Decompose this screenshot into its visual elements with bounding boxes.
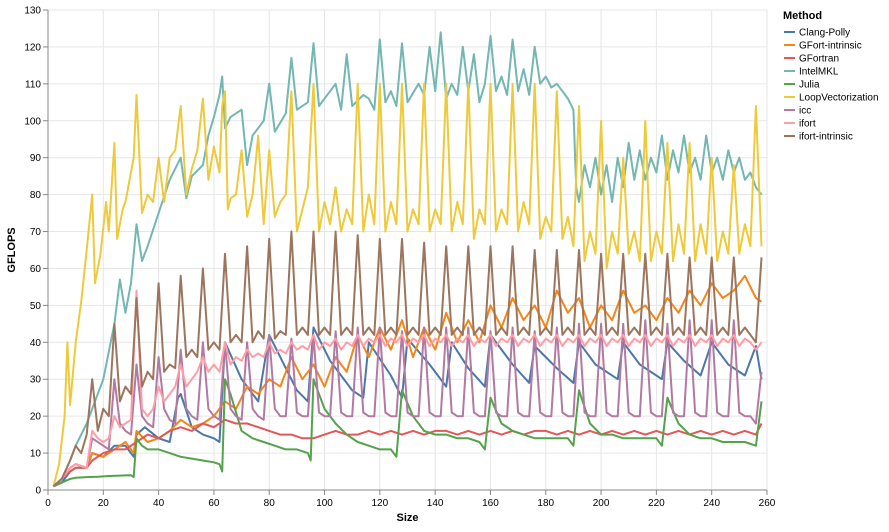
x-tick-label: 160 xyxy=(482,498,499,509)
series-line-loopvectorization xyxy=(52,82,763,487)
y-tick-label: 90 xyxy=(30,153,42,164)
series-line-intelmkl xyxy=(52,31,763,488)
y-tick-label: 20 xyxy=(30,412,42,423)
y-tick-label: 120 xyxy=(24,42,41,53)
y-tick-label: 70 xyxy=(30,227,42,238)
x-tick-label: 80 xyxy=(264,498,276,509)
y-tick-label: 30 xyxy=(30,375,42,386)
x-tick-label: 20 xyxy=(98,498,110,509)
y-tick-label: 50 xyxy=(30,301,42,312)
x-tick-label: 0 xyxy=(45,498,51,509)
legend-label: ifort-intrinsic xyxy=(799,132,853,143)
x-tick-label: 240 xyxy=(703,498,720,509)
series-lines xyxy=(52,31,763,488)
x-tick-label: 40 xyxy=(153,498,165,509)
x-tick-label: 60 xyxy=(208,498,220,509)
series-line-ifort xyxy=(52,289,763,488)
x-tick-label: 260 xyxy=(759,498,776,509)
y-tick-label: 130 xyxy=(24,6,41,17)
legend-label: GFortran xyxy=(799,54,839,65)
x-axis-title: Size xyxy=(396,512,418,524)
grid xyxy=(47,9,768,491)
x-tick-label: 100 xyxy=(316,498,333,509)
y-tick-label: 40 xyxy=(30,338,42,349)
legend-title: Method xyxy=(783,10,822,22)
y-tick-label: 100 xyxy=(24,116,41,127)
legend-label: Julia xyxy=(799,80,820,91)
legend-label: ifort xyxy=(799,119,816,130)
y-tick-label: 110 xyxy=(25,79,41,90)
x-tick-label: 180 xyxy=(537,498,554,509)
x-axis-ticks: 0 20 40 60 80 100 120 140 160 180 200 220 240 260 xyxy=(45,490,776,509)
legend-label: icc xyxy=(799,106,811,117)
x-tick-label: 220 xyxy=(648,498,665,509)
x-tick-label: 200 xyxy=(593,498,610,509)
legend-label: Clang-Polly xyxy=(799,28,850,39)
series-line-gfortran xyxy=(52,418,763,488)
y-axis-ticks: 0 10 20 30 40 50 60 70 80 90 100 110 120 130 xyxy=(24,6,48,497)
y-tick-label: 60 xyxy=(30,264,42,275)
y-tick-label: 80 xyxy=(30,190,42,201)
y-tick-label: 0 xyxy=(35,486,41,497)
series-line-julia xyxy=(53,378,763,488)
series-line-ifort-intrinsic xyxy=(52,230,763,488)
legend-label: IntelMKL xyxy=(799,67,839,78)
legend-label: LoopVectorization xyxy=(799,93,879,104)
legend-label: GFort-intrinsic xyxy=(799,41,862,52)
y-axis-title: GFLOPS xyxy=(6,227,18,272)
legend-items: Clang-Polly GFort-intrinsic GFortran IntelM… xyxy=(784,28,879,143)
legend: Method Clang-Polly GFort-intrinsic GFortra… xyxy=(783,10,879,143)
axes: 0 20 40 60 80 100 120 140 160 180 200 220 240 260 0 10… xyxy=(6,6,776,525)
x-tick-label: 140 xyxy=(427,498,444,509)
y-tick-label: 10 xyxy=(30,449,42,460)
x-tick-label: 120 xyxy=(372,498,389,509)
